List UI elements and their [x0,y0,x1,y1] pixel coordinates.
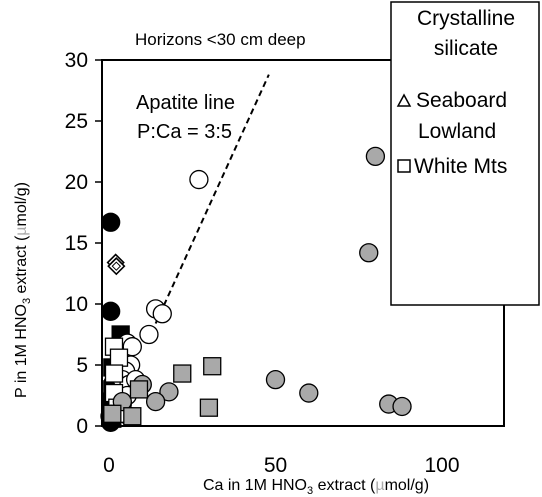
annotation-line-2: P:Ca = 3:5 [137,121,232,143]
x-tick-label: 0 [103,454,115,477]
data-point-square-outline-4-1 [109,348,129,367]
data-point-circle-5-1 [359,243,379,263]
y-axis-title-mu: µ [13,226,30,235]
data-point-circle-5-3 [299,383,319,403]
data-point-square-6-1 [173,364,192,383]
data-point-circle-0-0 [101,212,121,232]
data-point-circle-5-6 [159,382,179,402]
x-axis-ticks: 0 50 100 [103,454,459,477]
legend-entry-crystalline-line-2: silicate [434,37,498,60]
data-point-circle-0-1 [101,301,121,321]
x-tick-label: 100 [424,454,459,477]
y-axis-title-subscript: 3 [21,298,33,304]
y-tick-label: 25 [65,110,88,133]
x-axis-title-subscript: 3 [307,485,313,497]
y-tick-label: 10 [65,293,88,316]
legend-entry-crystalline-line-1: Crystalline [417,7,515,30]
legend-entry-seaboard-line-2: Lowland [418,120,496,143]
data-point-circle-outline-3-2 [152,304,172,324]
x-axis-title-part: Ca in 1M HNO [203,477,307,494]
data-point-circle-5-7 [145,391,166,412]
data-point-diamond-outline-2-1 [107,257,126,276]
y-tick-label: 15 [65,232,88,255]
legend-entry-seaboard-line-1: Seaboard [416,89,507,112]
x-tick-label: 50 [264,454,287,477]
x-axis-title-part: mol/g) [385,477,429,494]
data-point-circle-5-0 [365,146,386,167]
data-point-circle-5-2 [265,369,286,390]
y-tick-label: 30 [65,49,88,72]
data-point-square-6-5 [103,404,122,423]
square-marker-icon [397,159,411,173]
x-axis-title: Ca in 1M HNO3 extract (µmol/g) [203,477,429,497]
data-point-square-6-2 [199,398,219,417]
triangle-marker-icon [396,93,412,107]
chart-title: Horizons <30 cm deep [135,30,306,49]
legend: Crystalline silicate Seaboard Lowland Wh… [390,1,540,306]
data-points [100,146,412,432]
y-tick-label: 0 [76,415,88,438]
apatite-reference-line [154,74,270,324]
y-axis-title-part: extract ( [13,235,30,298]
y-axis-ticks: 0 5 10 15 20 25 30 [65,49,102,438]
legend-entry-whitemts: White Mts [414,155,507,178]
legend-box [390,1,540,306]
data-point-square-6-4 [129,380,149,399]
y-axis-title-part: P in 1M HNO [13,304,30,398]
data-point-circle-outline-3-0 [189,169,209,190]
y-tick-label: 20 [65,171,88,194]
annotation-line-1: Apatite line [136,92,235,114]
y-tick-label: 5 [76,354,88,377]
x-axis-title-mu: µ [375,477,384,494]
data-point-square-6-3 [123,407,142,426]
x-axis-title-part: extract ( [313,477,376,494]
data-point-square-6-0 [203,357,222,376]
data-point-diamond-outline-2-1-inner [111,261,122,271]
data-point-square-outline-4-2 [104,364,124,383]
y-axis-title: P in 1M HNO3 extract (µmol/g) [13,182,33,398]
data-point-circle-5-5 [392,396,412,417]
y-axis-title-part: mol/g) [13,182,30,226]
data-point-circle-outline-3-3 [139,324,159,345]
